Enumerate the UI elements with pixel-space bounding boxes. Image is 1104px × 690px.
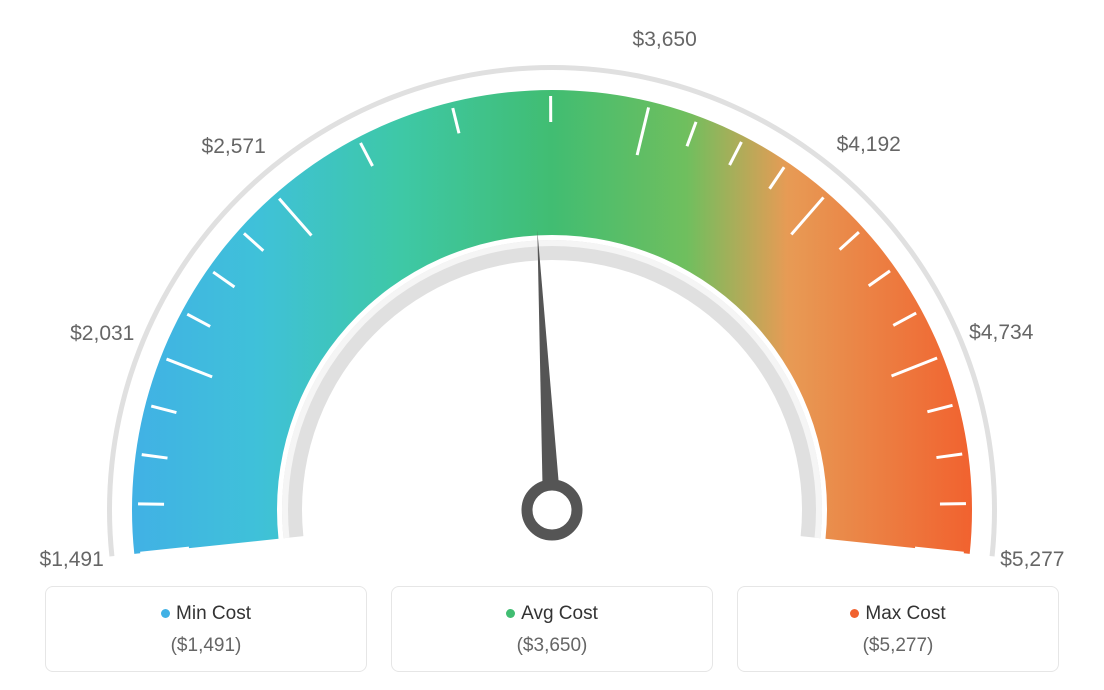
gauge-tick-label: $5,277: [1000, 548, 1064, 572]
gauge-tick-label: $4,192: [837, 133, 901, 157]
legend-value-max: ($5,277): [748, 635, 1048, 657]
dot-icon: [506, 609, 515, 618]
gauge-tick-label: $4,734: [969, 321, 1033, 345]
legend-value-min: ($1,491): [56, 635, 356, 657]
legend-card-max: Max Cost ($5,277): [737, 586, 1059, 672]
legend-card-min: Min Cost ($1,491): [45, 586, 367, 672]
gauge-tick-label: $1,491: [40, 548, 104, 572]
dot-icon: [850, 609, 859, 618]
legend-title-text: Min Cost: [176, 603, 251, 624]
gauge-area: $1,491$2,031$2,571$3,650$4,192$4,734$5,2…: [0, 0, 1104, 560]
legend-title-min: Min Cost: [56, 603, 356, 625]
legend-row: Min Cost ($1,491) Avg Cost ($3,650) Max …: [0, 586, 1104, 672]
gauge-tick-label: $2,031: [70, 322, 134, 346]
gauge-tick-label: $2,571: [202, 135, 266, 159]
legend-title-text: Avg Cost: [521, 603, 598, 624]
dot-icon: [161, 609, 170, 618]
gauge-svg: [0, 0, 1104, 560]
legend-card-avg: Avg Cost ($3,650): [391, 586, 713, 672]
cost-gauge-container: $1,491 $2,031 $2,571 $3,650 $4,192 $4,734 $5,2…: [0, 0, 1104, 690]
legend-title-max: Max Cost: [748, 603, 1048, 625]
legend-title-avg: Avg Cost: [402, 603, 702, 625]
legend-title-text: Max Cost: [865, 603, 945, 624]
gauge-tick-label: $3,650: [633, 28, 697, 52]
legend-value-avg: ($3,650): [402, 635, 702, 657]
